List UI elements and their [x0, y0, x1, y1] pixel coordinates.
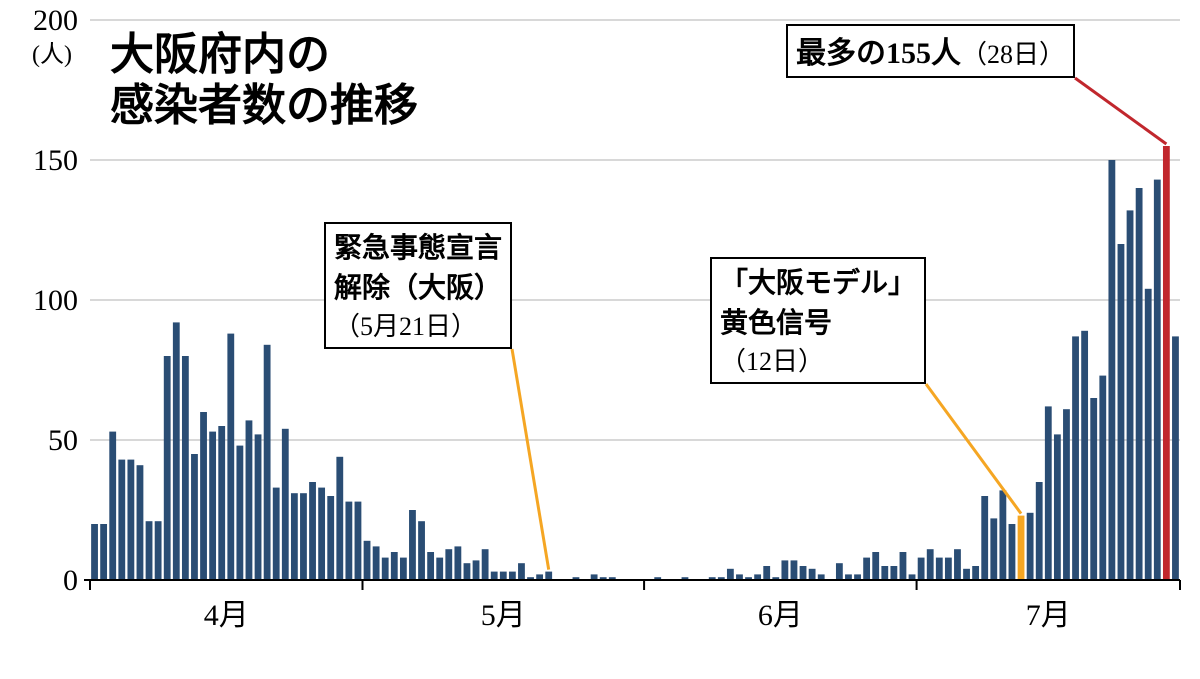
callout-date: （28日） [961, 40, 1065, 69]
title-line2: 感染者数の推移 [110, 81, 418, 130]
svg-text:5月: 5月 [481, 599, 526, 632]
callout-text: 緊急事態宣言解除（大阪） [334, 226, 502, 306]
callout-text: 「大阪モデル」黄色信号 [720, 261, 916, 341]
callout-record-high: 最多の155人（28日） [786, 24, 1075, 78]
svg-text:(人): (人) [32, 42, 72, 68]
svg-text:7月: 7月 [1026, 599, 1071, 632]
svg-text:0: 0 [63, 564, 78, 597]
svg-text:6月: 6月 [758, 599, 803, 632]
callout-yellow-signal: 「大阪モデル」黄色信号 （12日） [710, 257, 926, 384]
callout-text: 最多の155人 [796, 37, 961, 70]
svg-text:4月: 4月 [204, 599, 249, 632]
svg-text:100: 100 [33, 284, 78, 317]
title-line1: 大阪府内の [110, 30, 330, 79]
svg-text:150: 150 [33, 144, 78, 177]
callout-emergency-lift: 緊急事態宣言解除（大阪） （5月21日） [324, 222, 512, 349]
svg-text:200: 200 [33, 4, 78, 37]
svg-text:50: 50 [48, 424, 78, 457]
chart-title: 大阪府内の 感染者数の推移 [110, 30, 418, 131]
callout-date: （12日） [720, 341, 916, 378]
callout-date: （5月21日） [334, 306, 502, 343]
